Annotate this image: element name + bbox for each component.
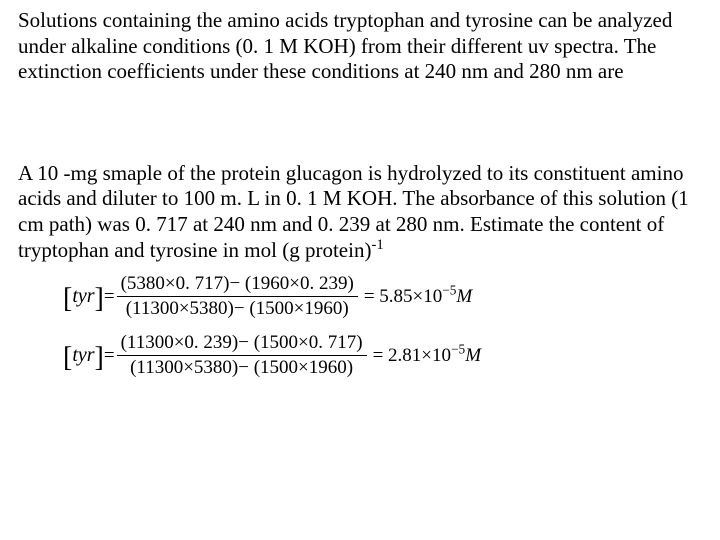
eq1-numerator: (5380×0. 717)− (1960×0. 239) bbox=[117, 273, 358, 297]
eq2-result-exp: −5 bbox=[451, 341, 465, 356]
eq2-result-unit: M bbox=[465, 345, 481, 366]
exponent-neg1: -1 bbox=[371, 237, 383, 253]
eq1-result-base: = 5.85×10 bbox=[364, 286, 442, 307]
eq1-result-exp: −5 bbox=[442, 282, 456, 297]
equals-sign: = bbox=[104, 345, 115, 367]
paragraph-intro-2: A 10 -mg smaple of the protein glucagon … bbox=[18, 161, 702, 263]
intro-text-2: A 10 -mg smaple of the protein glucagon … bbox=[18, 161, 689, 262]
intro-text-1: Solutions containing the amino acids try… bbox=[18, 8, 672, 83]
equals-sign: = bbox=[104, 286, 115, 308]
eq1-result-unit: M bbox=[456, 286, 472, 307]
eq1-label: tyr bbox=[72, 285, 94, 308]
equation-block: [ tyr ] = (5380×0. 717)− (1960×0. 239) (… bbox=[63, 273, 702, 379]
eq2-result: = 2.81×10−5M bbox=[373, 345, 481, 367]
eq2-denominator: (11300×5380)− (1500×1960) bbox=[117, 356, 367, 379]
spacing-gap bbox=[18, 91, 702, 161]
paragraph-intro-1: Solutions containing the amino acids try… bbox=[18, 8, 702, 85]
eq2-fraction: (11300×0. 239)− (1500×0. 717) (11300×538… bbox=[117, 332, 367, 379]
eq2-label: tyr bbox=[72, 344, 94, 367]
equation-row-1: [ tyr ] = (5380×0. 717)− (1960×0. 239) (… bbox=[63, 273, 702, 320]
eq1-denominator: (11300×5380)− (1500×1960) bbox=[117, 297, 358, 320]
eq1-result: = 5.85×10−5M bbox=[364, 286, 472, 308]
eq2-result-base: = 2.81×10 bbox=[373, 345, 451, 366]
equation-row-2: [ tyr ] = (11300×0. 239)− (1500×0. 717) … bbox=[63, 332, 702, 379]
eq2-numerator: (11300×0. 239)− (1500×0. 717) bbox=[117, 332, 367, 356]
eq1-fraction: (5380×0. 717)− (1960×0. 239) (11300×5380… bbox=[117, 273, 358, 320]
